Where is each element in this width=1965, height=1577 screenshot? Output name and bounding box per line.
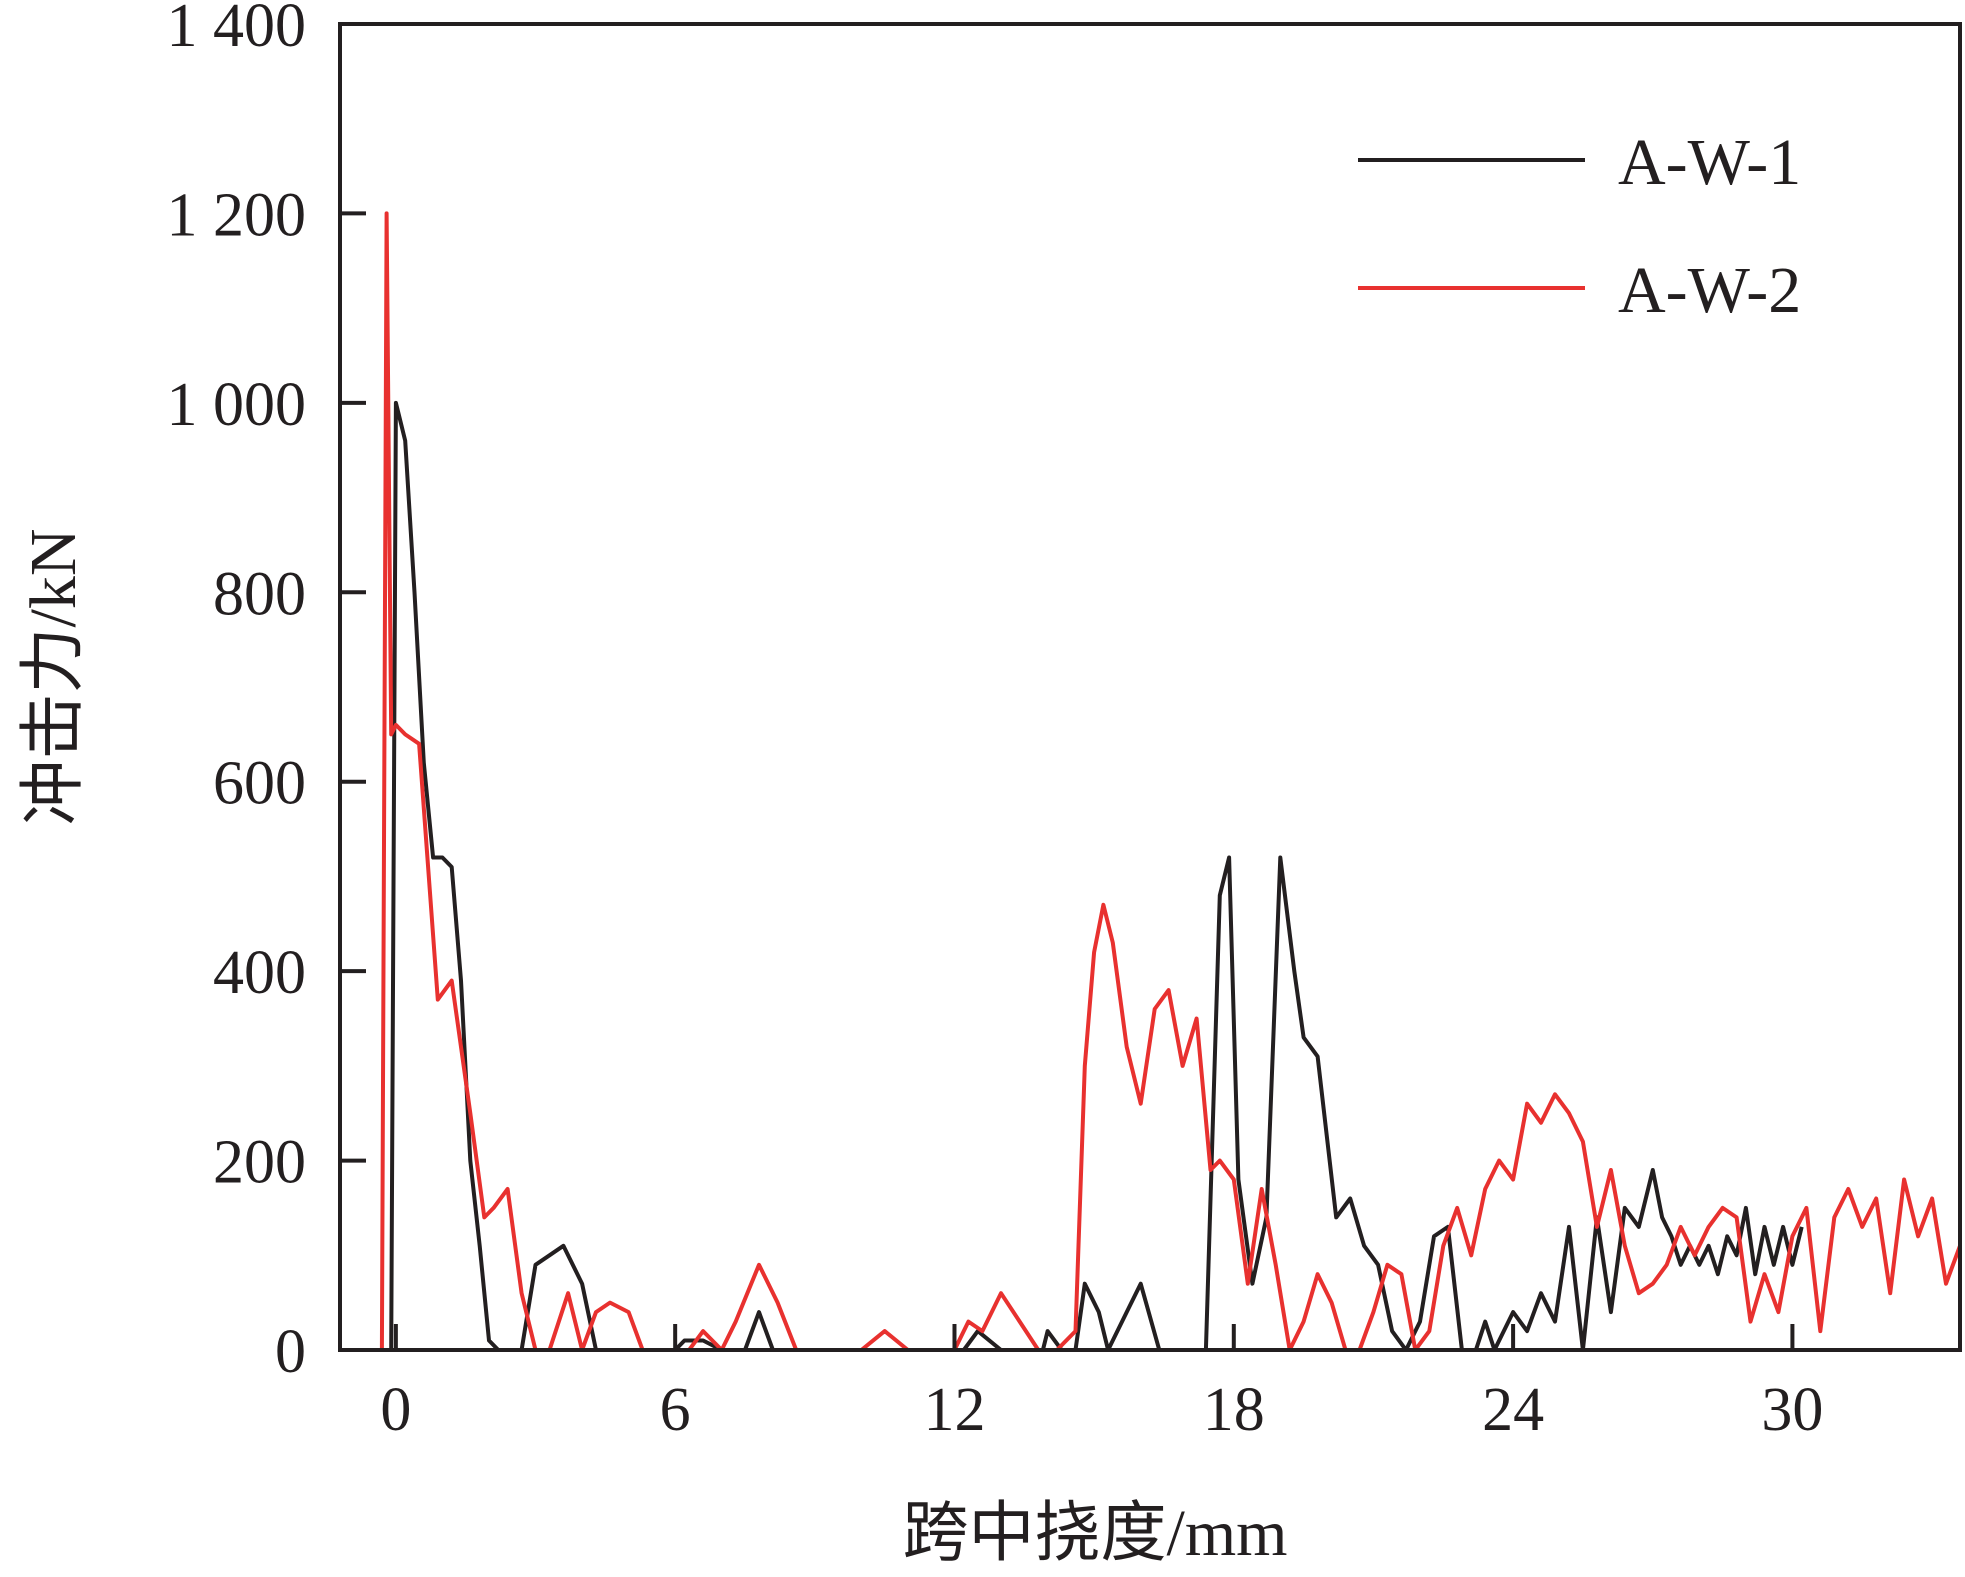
x-tick-label: 12	[923, 1376, 985, 1444]
y-tick-label: 1 000	[167, 371, 307, 439]
y-axis-title: 冲击力/kN	[17, 529, 90, 826]
ticks-layer: 0 200 400 600 800 1 000 1 200 1 400 0 6 12 18 24 30	[167, 0, 1824, 1444]
x-axis-title: 跨中挠度/mm	[902, 1497, 1287, 1570]
plot-area-frame	[338, 22, 1962, 1352]
x-tick-label: 24	[1482, 1376, 1544, 1444]
y-tick-label: 200	[213, 1129, 306, 1197]
series-layer	[379, 211, 1960, 1350]
series-line-a-w-2	[379, 211, 1960, 1350]
y-tick-label: 1 200	[167, 181, 307, 249]
y-tick-label: 600	[213, 750, 306, 818]
y-tick-label: 800	[213, 560, 306, 628]
x-tick-label: 18	[1203, 1376, 1265, 1444]
x-tick-label: 6	[660, 1376, 691, 1444]
legend-label-a-w-1: A-W-1	[1618, 126, 1801, 199]
legend-label-a-w-2: A-W-2	[1618, 254, 1801, 327]
legend: A-W-1 A-W-2	[1358, 126, 1801, 327]
y-tick-label: 1 400	[167, 0, 307, 60]
x-tick-label: 0	[380, 1376, 411, 1444]
y-tick-label: 0	[275, 1318, 306, 1386]
y-tick-label: 400	[213, 939, 306, 1007]
x-tick-label: 30	[1761, 1376, 1823, 1444]
series-line-a-w-1	[389, 400, 1804, 1350]
